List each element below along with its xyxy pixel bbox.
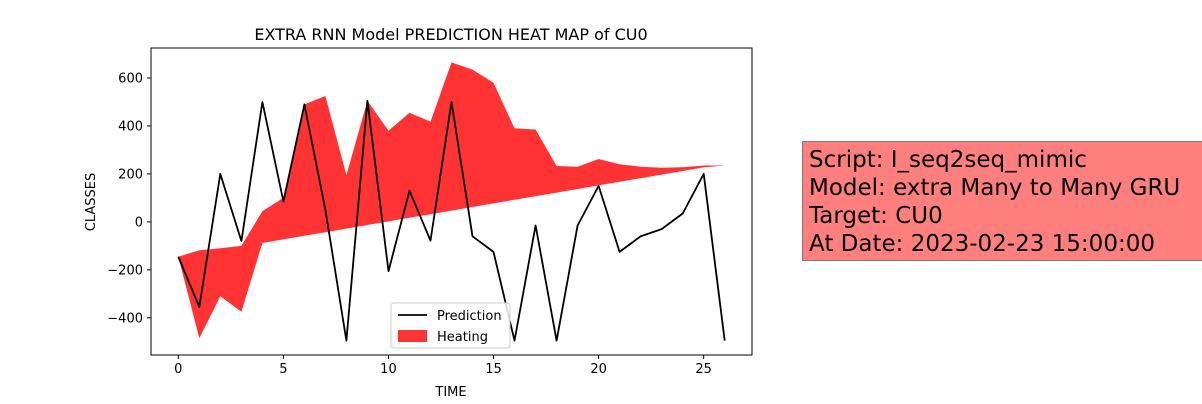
y-tick-label: 600 (118, 71, 143, 86)
x-tick-label: 10 (380, 362, 397, 377)
y-tick-label: 400 (118, 119, 143, 134)
y-tick-label: −200 (107, 263, 143, 278)
x-tick-label: 25 (695, 362, 712, 377)
heating-area (178, 62, 725, 339)
info-target-line: Target: CU0 (809, 203, 943, 229)
legend-heating-swatch (398, 330, 427, 342)
legend-prediction-label: Prediction (437, 309, 502, 324)
info-script-line: Script: I_seq2seq_mimic (809, 147, 1087, 173)
info-date-line: At Date: 2023-02-23 15:00:00 (809, 231, 1155, 257)
x-tick-label: 15 (485, 362, 502, 377)
x-tick-label: 20 (590, 362, 607, 377)
x-axis-label: TIME (434, 385, 466, 400)
y-axis-label: CLASSES (84, 173, 99, 231)
prediction-line (177, 99, 726, 342)
x-tick-label: 5 (279, 362, 287, 377)
info-model-line: Model: extra Many to Many GRU (809, 175, 1181, 201)
y-tick-label: −400 (107, 311, 143, 326)
chart-title: EXTRA RNN Model PREDICTION HEAT MAP of C… (254, 25, 647, 44)
x-tick-label: 0 (174, 362, 182, 377)
y-tick-label: 0 (135, 215, 143, 230)
legend-heating-label: Heating (437, 330, 488, 345)
info-box: Script: I_seq2seq_mimic Model: extra Man… (802, 141, 1202, 261)
y-tick-label: 200 (118, 167, 143, 182)
legend: Prediction Heating (390, 302, 511, 349)
plot-frame (150, 47, 753, 356)
